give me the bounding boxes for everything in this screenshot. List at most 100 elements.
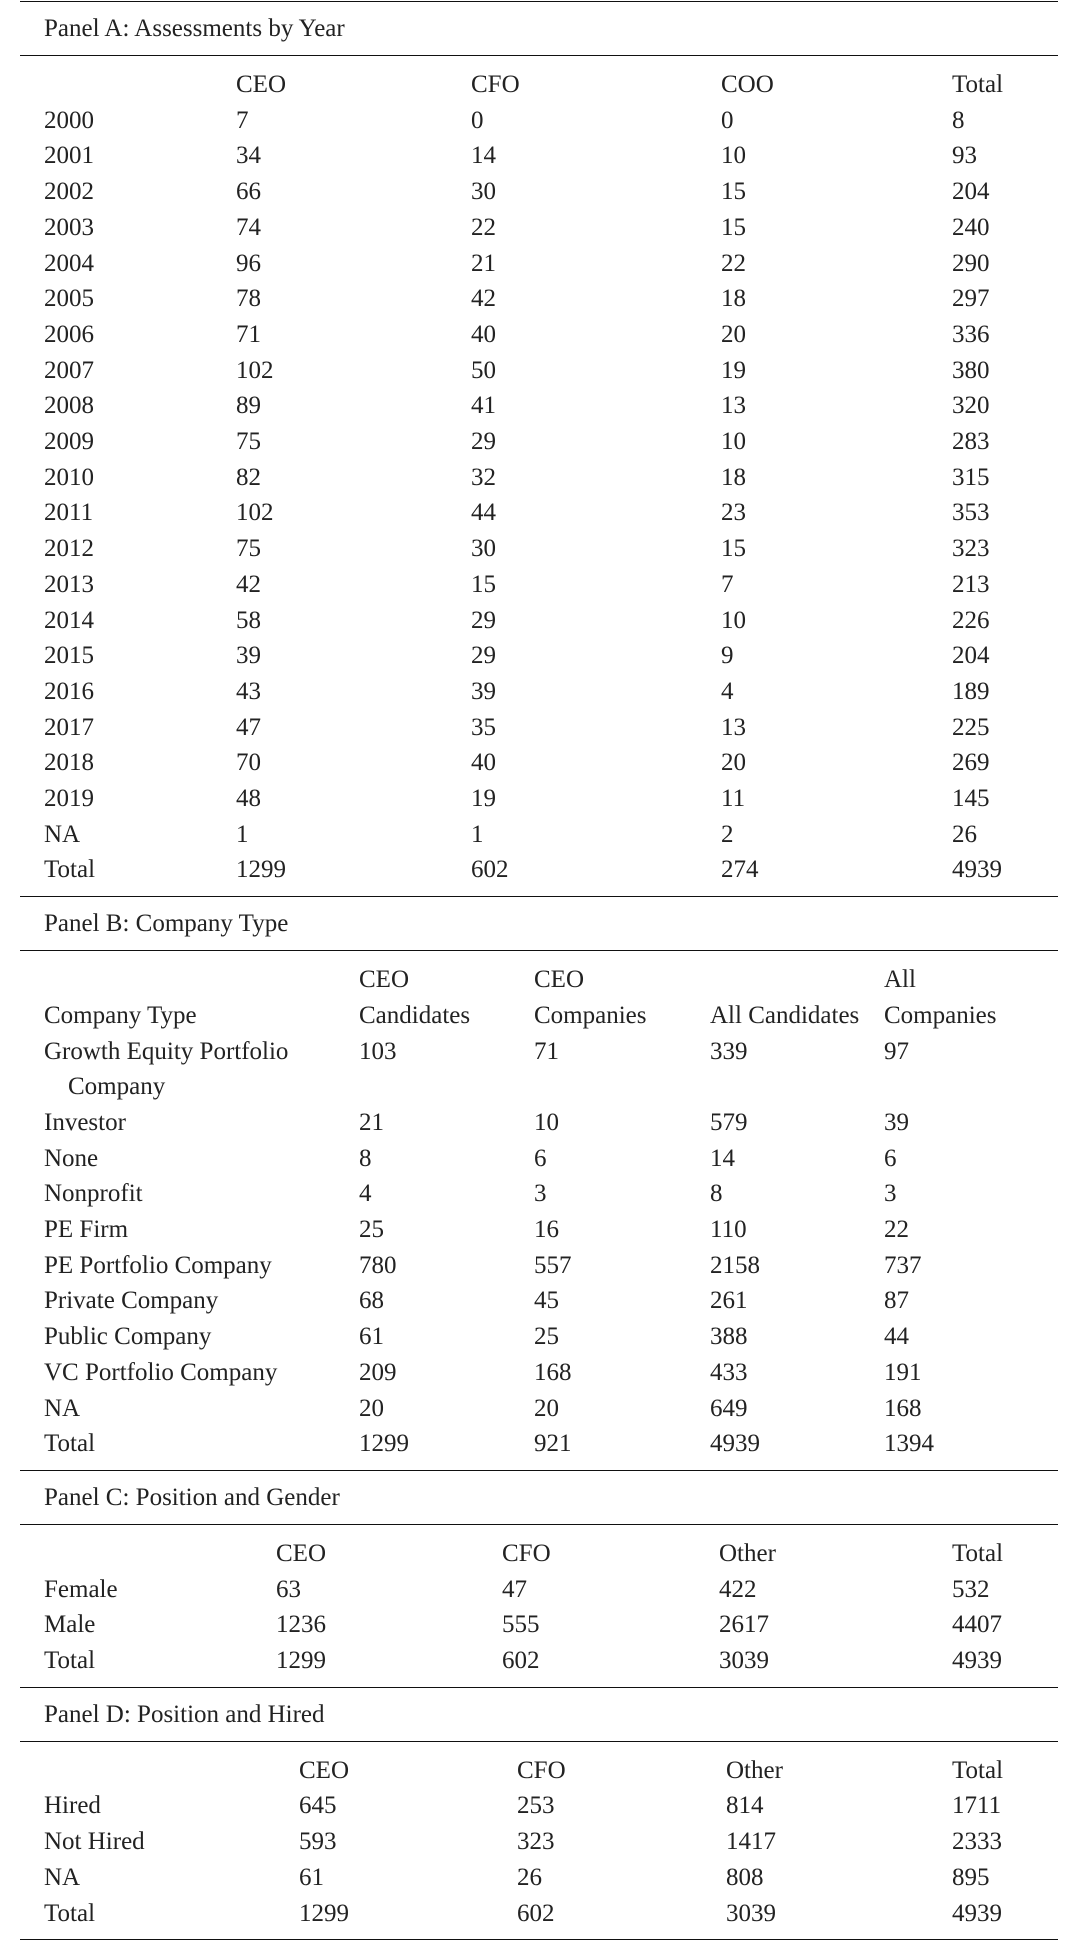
table-row: Total 1299 921 4939 1394 [20,1426,1058,1462]
cell-value: 3 [884,1180,897,1208]
cell-value: 25 [359,1216,384,1244]
cell-value: 71 [236,320,261,348]
cell-value: 240 [952,213,990,241]
cell-value: 1711 [952,1792,1002,1820]
cell-value: 0 [471,106,484,134]
row-label: Growth Equity Portfolio Company [44,1037,289,1101]
cell-value: 1299 [359,1430,409,1458]
table-row: Growth Equity Portfolio Company 103 71 339 9… [20,1034,1058,1105]
cell-value: 645 [299,1792,337,1820]
cell-value: 168 [884,1394,922,1422]
row-label: Male [44,1611,96,1639]
panel: Panel B: Company Type Company Type CEO Can… [20,896,1058,1470]
cell-value: 290 [952,249,990,277]
cell-value: 35 [471,713,496,741]
header-cell: CFO [471,70,520,98]
cell-value: 66 [236,178,261,206]
row-label: 2018 [44,749,94,777]
row-label: 2004 [44,249,94,277]
cell-value: 274 [721,856,759,884]
row-label: 2003 [44,213,94,241]
cell-value: 68 [359,1287,384,1315]
cell-value: 557 [534,1251,572,1279]
row-label: Hired [44,1792,101,1820]
panel-body: CEO CFO Other Total Hired 645 253 814 1711 Not Hi… [20,1742,1058,1940]
cell-value: 737 [884,1251,922,1279]
cell-value: 40 [471,320,496,348]
table-row: Private Company 68 45 261 87 [20,1283,1058,1319]
row-label: 2008 [44,392,94,420]
cell-value: 555 [502,1611,540,1639]
table-row: 2017 47 35 13 225 [20,710,1058,746]
header-cell: CEO Companies [534,966,647,1029]
cell-value: 8 [952,106,965,134]
row-label: 2000 [44,106,94,134]
row-label: Nonprofit [44,1180,143,1208]
panel-title: Panel C: Position and Gender [20,1471,1058,1525]
cell-value: 47 [236,713,261,741]
row-label: PE Portfolio Company [44,1251,272,1279]
table-row: Nonprofit 4 3 8 3 [20,1176,1058,1212]
cell-value: 269 [952,749,990,777]
cell-value: 97 [884,1037,909,1065]
panel-title: Panel A: Assessments by Year [20,2,1058,56]
row-label: 2015 [44,642,94,670]
row-label: Total [44,1647,96,1675]
table-row: Total 1299 602 3039 4939 [20,1643,1058,1679]
table-row: 2002 66 30 15 204 [20,174,1058,210]
row-label: Not Hired [44,1828,145,1856]
panel-body: Company Type CEO Candidates CEO Companies A… [20,951,1058,1470]
row-label: 2001 [44,142,94,170]
cell-value: 422 [719,1575,757,1603]
cell-value: 2617 [719,1611,769,1639]
cell-value: 63 [276,1575,301,1603]
cell-value: 814 [726,1792,764,1820]
table-row: 2016 43 39 4 189 [20,674,1058,710]
cell-value: 48 [236,785,261,813]
cell-value: 50 [471,356,496,384]
cell-value: 20 [721,320,746,348]
table-row: 2000 7 0 0 8 [20,103,1058,139]
row-label: 2011 [44,499,94,527]
cell-value: 43 [236,677,261,705]
cell-value: 320 [952,392,990,420]
cell-value: 189 [952,677,990,705]
table-row: 2005 78 42 18 297 [20,281,1058,317]
table-row: 2010 82 32 18 315 [20,460,1058,496]
table-row: 2008 89 41 13 320 [20,388,1058,424]
cell-value: 7 [721,570,734,598]
cell-value: 18 [721,463,746,491]
cell-value: 14 [471,142,496,170]
cell-value: 15 [721,213,746,241]
cell-value: 13 [721,713,746,741]
table-row: 2013 42 15 7 213 [20,567,1058,603]
cell-value: 29 [471,428,496,456]
table-row: NA 61 26 808 895 [20,1860,1058,1896]
document: Panel A: Assessments by Year CEO CFO COO Tot… [20,1,1058,1940]
row-label: PE Firm [44,1216,129,1244]
cell-value: 0 [721,106,734,134]
cell-value: 1299 [236,856,286,884]
cell-value: 261 [710,1287,748,1315]
cell-value: 253 [517,1792,555,1820]
row-label: Female [44,1575,118,1603]
cell-value: 388 [710,1323,748,1351]
cell-value: 22 [721,249,746,277]
panel-title: Panel B: Company Type [20,897,1058,952]
header-cell: CEO [299,1756,349,1784]
cell-value: 25 [534,1323,559,1351]
cell-value: 593 [299,1828,337,1856]
cell-value: 61 [359,1323,384,1351]
cell-value: 41 [471,392,496,420]
table-row: None 8 6 14 6 [20,1141,1058,1177]
cell-value: 226 [952,606,990,634]
cell-value: 433 [710,1358,748,1386]
cell-value: 22 [884,1216,909,1244]
panel-title: Panel D: Position and Hired [20,1688,1058,1742]
header-cell: COO [721,70,774,98]
cell-value: 22 [471,213,496,241]
cell-value: 336 [952,320,990,348]
cell-value: 10 [721,428,746,456]
row-label: Private Company [44,1287,219,1315]
cell-value: 1394 [884,1430,934,1458]
